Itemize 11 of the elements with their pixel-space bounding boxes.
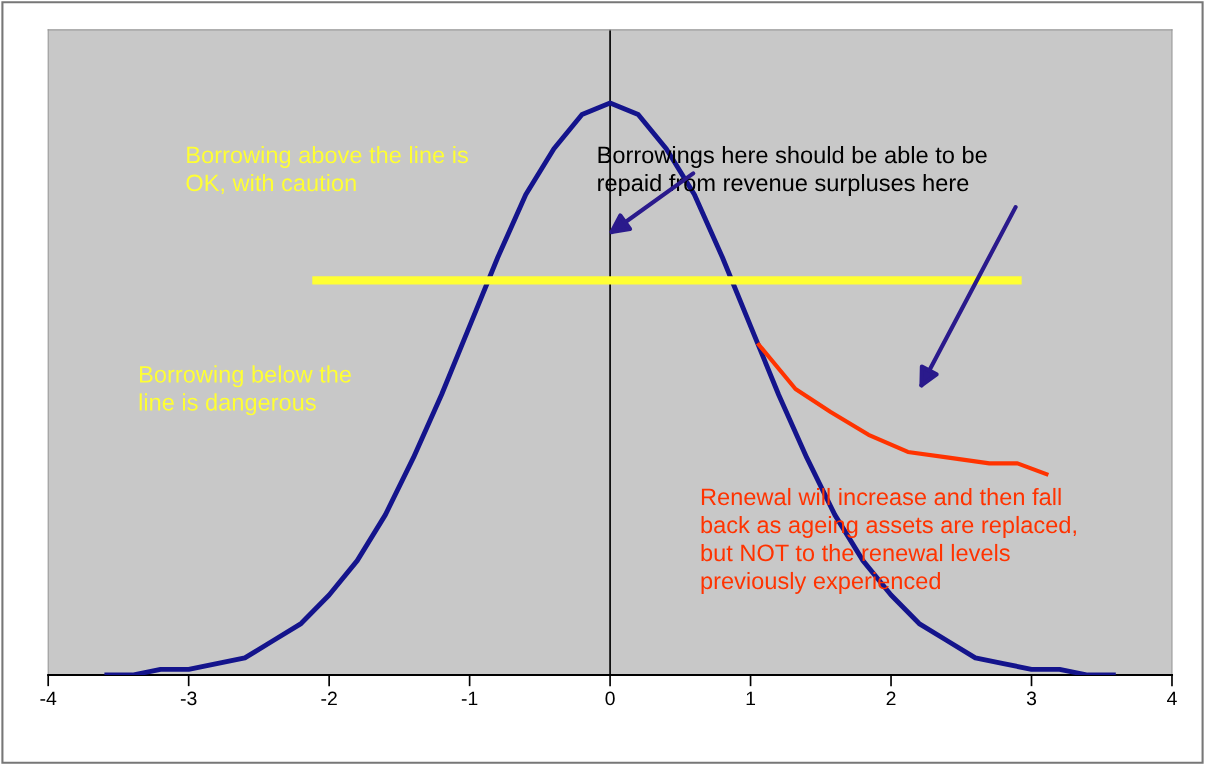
x-tick-label: -1 [461,691,478,706]
x-tick-label: 4 [1167,691,1177,706]
x-tick-label: 0 [605,691,615,706]
x-tick-label: -2 [321,691,337,706]
x-tick-label: 2 [886,691,896,706]
x-tick-label: -4 [40,691,57,706]
x-tick-label: 1 [746,691,756,706]
annotation: Borrowing below the line is dangerous [139,365,351,416]
x-tick-label: 3 [1026,691,1037,706]
annotation: Borrowing above the line is OK, with caution [186,145,468,195]
x-tick-label: -3 [180,691,197,706]
